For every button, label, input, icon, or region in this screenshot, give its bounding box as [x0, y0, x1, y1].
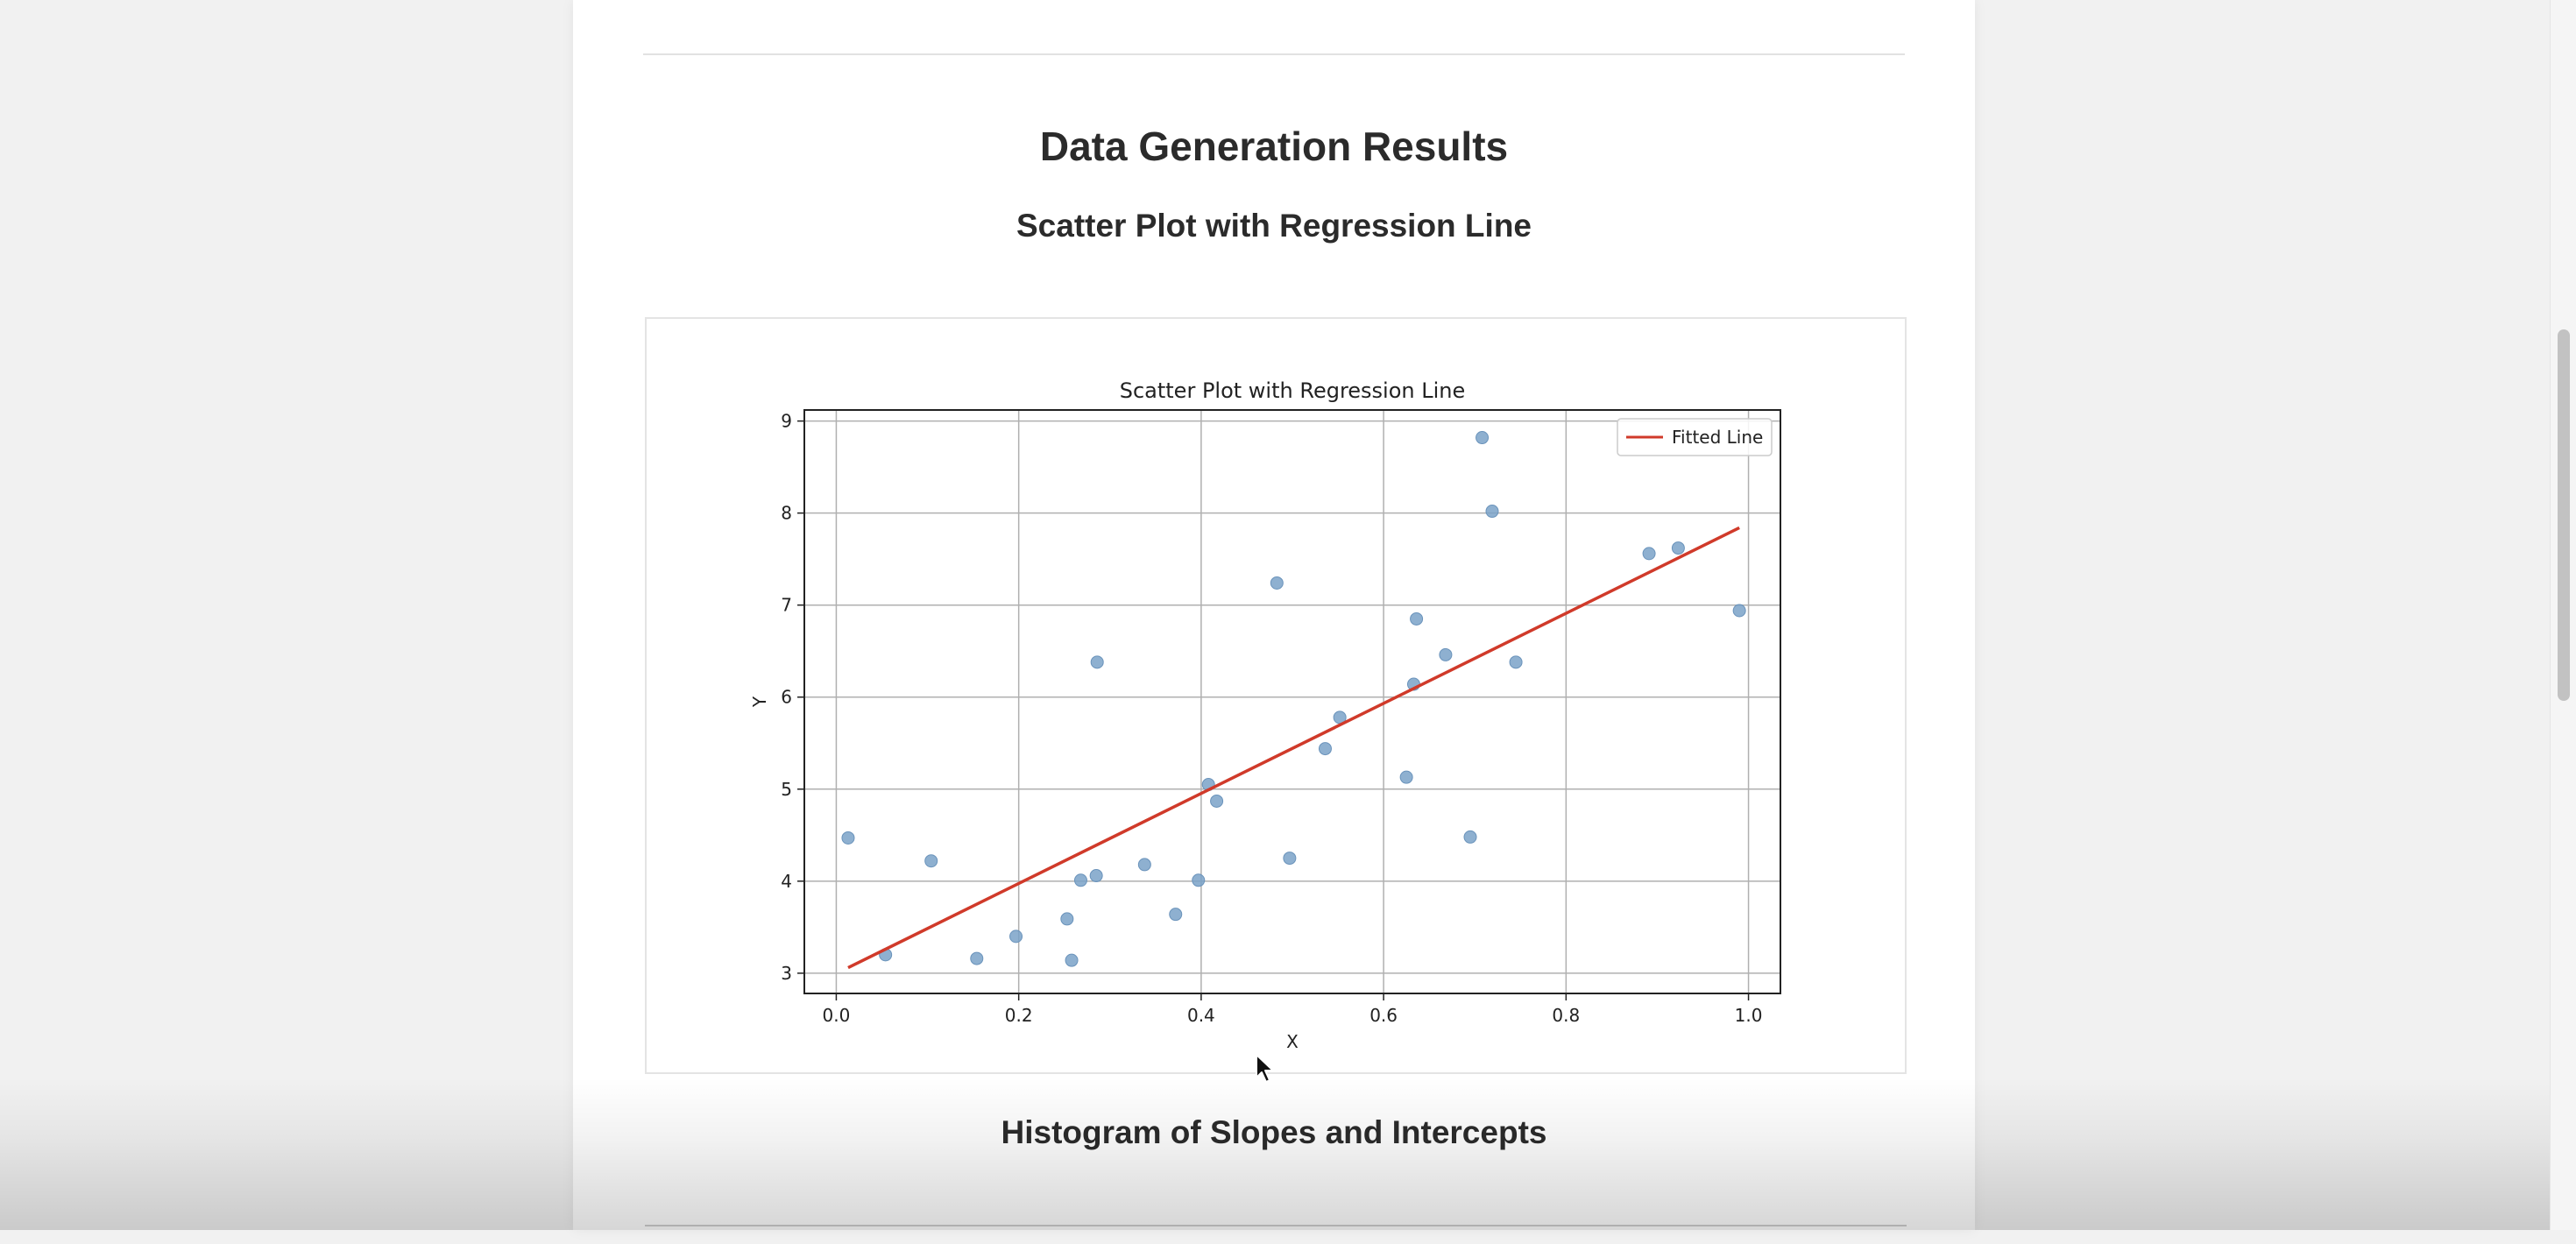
x-tick-label: 1.0 — [1735, 1005, 1763, 1026]
fitted-regression-line — [847, 526, 1740, 970]
scatter-point — [1270, 576, 1284, 590]
fitted-line-layer — [847, 526, 1740, 970]
results-page: Data Generation Results Scatter Plot wit… — [573, 0, 1975, 1230]
scatter-point — [1439, 647, 1453, 661]
scatter-point — [1210, 794, 1224, 808]
plot-frame — [803, 409, 1781, 994]
x-tick-label: 0.6 — [1369, 1005, 1398, 1026]
x-axis-label: X — [1286, 1031, 1299, 1052]
grid-lines — [804, 410, 1780, 993]
scatter-point — [1065, 953, 1079, 967]
y-axis-label: Y — [749, 696, 770, 708]
y-tick-label: 8 — [781, 503, 792, 524]
chart-legend: Fitted Line — [1617, 418, 1773, 456]
data-points — [841, 431, 1746, 967]
scatter-point — [1476, 431, 1490, 445]
scatter-point — [1169, 908, 1183, 922]
scatter-point — [1073, 873, 1087, 887]
vertical-scrollbar[interactable] — [2550, 0, 2576, 1230]
y-tick-label: 9 — [781, 411, 792, 432]
scatter-point — [1137, 858, 1151, 872]
scrollbar-thumb[interactable] — [2558, 329, 2570, 701]
scatter-point — [1192, 873, 1206, 887]
y-tick-label: 3 — [781, 963, 792, 984]
scatter-point — [1642, 547, 1656, 561]
scatter-point — [1009, 929, 1023, 944]
scatter-plot-chart: 0.0 0.2 0.4 0.6 0.8 1.0 3 4 5 6 7 8 9 Scatter Plot … — [749, 378, 1781, 1052]
chart-title: Scatter Plot with Regression Line — [1120, 378, 1466, 403]
scatter-point — [1410, 611, 1424, 626]
scatter-point — [1732, 604, 1746, 618]
scatter-point — [1463, 830, 1477, 844]
legend-fitted-line-label: Fitted Line — [1672, 427, 1763, 448]
y-tick-label: 6 — [781, 687, 792, 708]
scatter-plot-card: 0.0 0.2 0.4 0.6 0.8 1.0 3 4 5 6 7 8 9 Scatter Plot … — [645, 317, 1907, 1074]
scatter-point — [1485, 505, 1499, 519]
scatter-point — [841, 831, 855, 845]
x-tick-label: 0.2 — [1005, 1005, 1033, 1026]
mouse-pointer-icon — [1256, 1054, 1274, 1083]
y-tick-label: 4 — [781, 871, 792, 892]
scatter-point — [1089, 869, 1103, 883]
scatter-point — [1283, 852, 1297, 866]
scatter-point — [1671, 541, 1685, 555]
y-tick-label: 7 — [781, 595, 792, 616]
x-tick-label: 0.8 — [1552, 1005, 1580, 1026]
scatter-point — [1090, 655, 1104, 669]
section-divider — [643, 53, 1905, 55]
page-title: Data Generation Results — [1039, 124, 1509, 169]
histogram-section-heading: Histogram of Slopes and Intercepts — [1001, 1114, 1547, 1150]
x-tick-label: 0.0 — [823, 1005, 851, 1026]
legend-box — [1617, 418, 1773, 456]
x-tick-label: 0.4 — [1187, 1005, 1215, 1026]
y-ticks: 3 4 5 6 7 8 9 — [781, 411, 804, 984]
y-tick-label: 5 — [781, 779, 792, 800]
scatter-point — [1509, 655, 1523, 669]
scatter-point — [1318, 742, 1332, 756]
scatter-point — [924, 854, 938, 868]
scatter-point — [1399, 770, 1413, 784]
histogram-card-top-edge — [645, 1225, 1907, 1244]
scatter-point — [1060, 912, 1074, 926]
scatter-section-heading: Scatter Plot with Regression Line — [1016, 208, 1532, 244]
x-ticks: 0.0 0.2 0.4 0.6 0.8 1.0 — [823, 993, 1763, 1026]
scatter-point — [970, 951, 984, 965]
